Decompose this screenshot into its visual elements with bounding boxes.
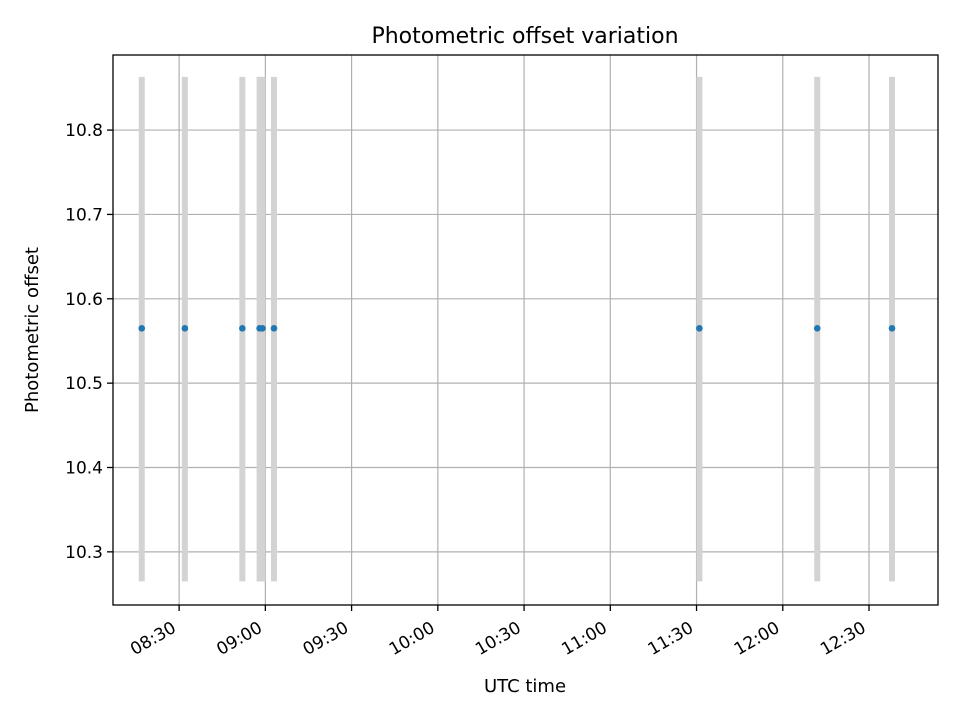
y-tick-label: 10.7 [65,205,103,225]
x-tick-label: 11:30 [645,618,697,660]
x-tick-label: 12:00 [731,618,783,660]
y-axis-ticks: 10.3 10.4 10.5 10.6 10.7 10.8 [65,121,113,563]
x-tick-label: 09:00 [213,618,265,660]
data-point [888,325,896,332]
x-tick-label: 09:30 [300,618,352,660]
grid [113,55,938,605]
data-point [239,325,246,332]
y-tick-label: 10.8 [65,121,103,141]
x-axis-label: UTC time [484,676,566,697]
plot-frame [112,54,939,606]
data-point [138,325,146,332]
data-point [813,325,821,332]
y-tick-label: 10.3 [65,543,103,563]
data-points [138,325,896,332]
x-tick-label: 11:00 [558,618,610,660]
x-tick-label: 12:30 [817,618,869,660]
errorbars [138,76,896,582]
chart-title: Photometric offset variation [371,24,678,49]
x-tick-label: 10:30 [472,618,524,660]
x-tick-label: 08:30 [127,618,179,660]
data-point [259,325,266,332]
data-point [181,325,189,332]
y-axis-label: Photometric offset [22,247,43,413]
data-point [270,325,278,332]
data-point [696,325,703,332]
x-axis-ticks: 08:30 09:00 09:30 10:00 10:30 11:00 11:30 12:00… [127,605,870,660]
y-tick-label: 10.4 [65,459,103,479]
y-tick-label: 10.6 [65,290,103,310]
y-tick-label: 10.5 [65,374,103,394]
x-tick-label: 10:00 [386,618,438,660]
